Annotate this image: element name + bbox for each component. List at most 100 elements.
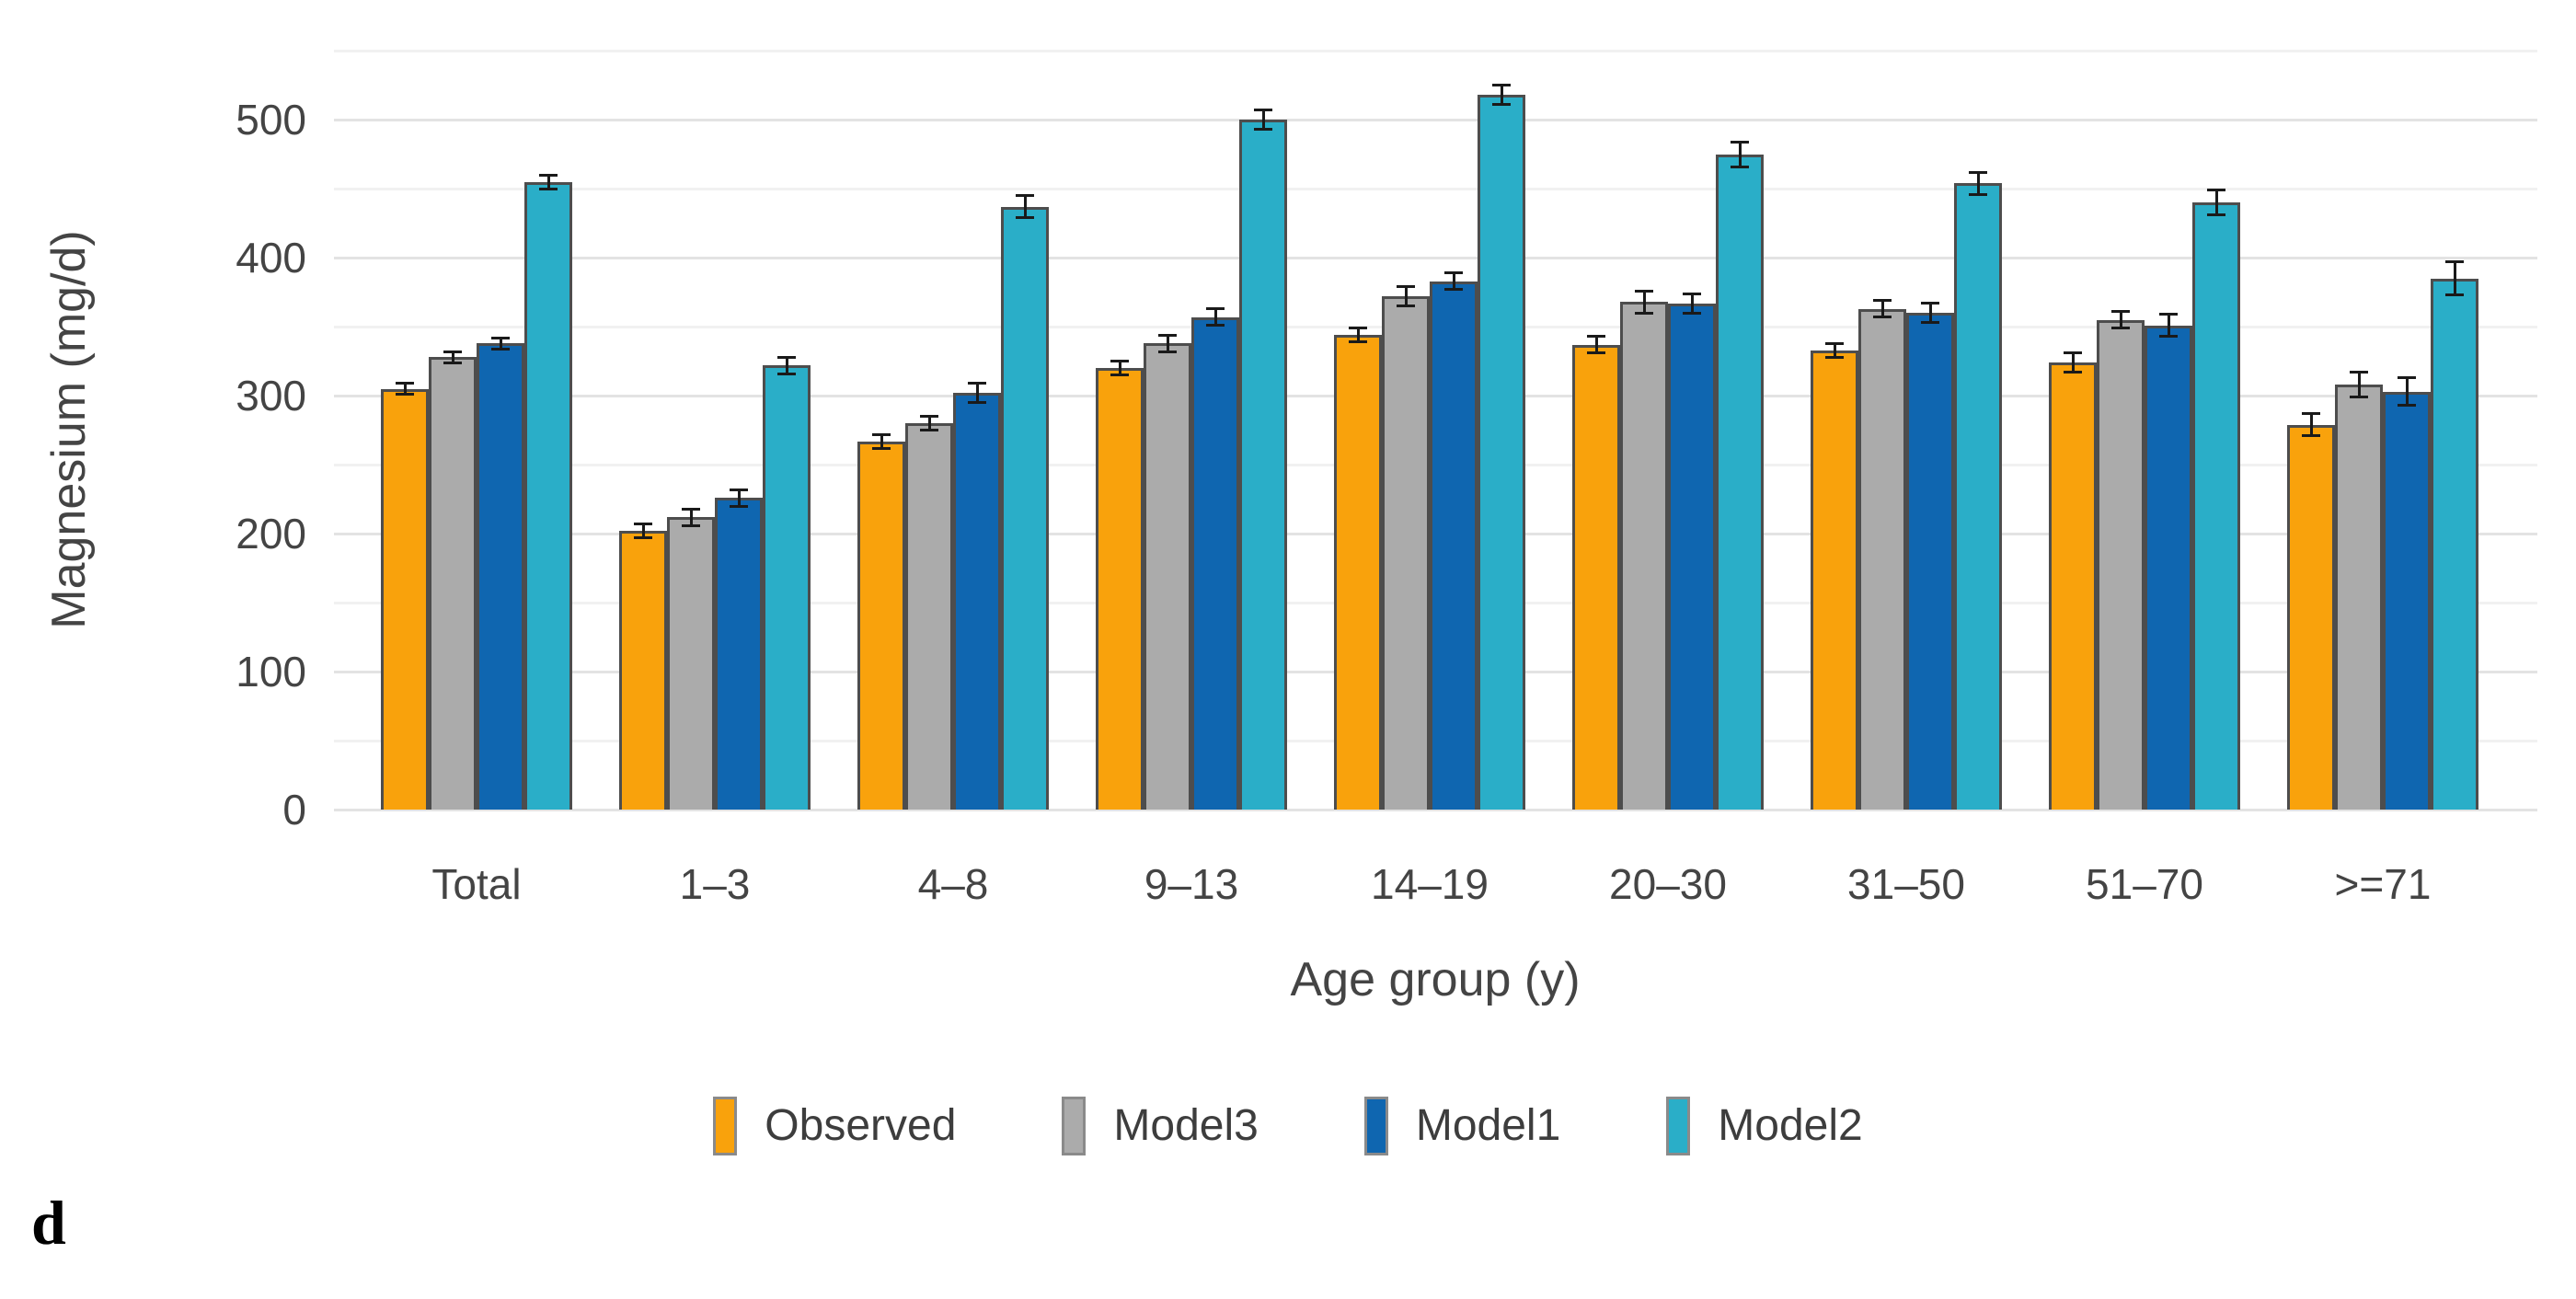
y-tick-label: 0 xyxy=(282,786,306,833)
error-bar-cap xyxy=(682,507,700,511)
bar-model2-9 xyxy=(2431,278,2478,810)
panel-label: d xyxy=(31,1188,66,1258)
error-bar xyxy=(451,351,454,362)
error-bar-cap xyxy=(1254,109,1272,111)
error-bar-cap xyxy=(491,347,510,351)
bar-observed-8 xyxy=(2049,362,2097,810)
gridline-y-450 xyxy=(334,188,2537,190)
error-bar-cap xyxy=(1969,170,1987,174)
error-bar-cap xyxy=(2398,376,2416,379)
error-bar-cap xyxy=(1921,321,1939,324)
error-bar-cap xyxy=(634,536,652,539)
error-bar-cap xyxy=(1254,128,1272,131)
bar-model3-1 xyxy=(429,357,477,810)
error-bar xyxy=(1976,172,1980,194)
error-bar-cap xyxy=(2064,351,2082,354)
error-bar-cap xyxy=(1731,165,1749,168)
bar-model3-9 xyxy=(2335,385,2383,810)
error-bar-cap xyxy=(443,350,462,353)
error-bar-cap xyxy=(2302,412,2320,415)
x-tick-label: >=71 xyxy=(2334,860,2432,908)
error-bar-cap xyxy=(2207,213,2225,216)
error-bar-cap xyxy=(730,504,748,508)
error-bar-cap xyxy=(872,446,891,450)
error-bar xyxy=(927,416,931,431)
error-bar-cap xyxy=(2159,335,2178,338)
legend-swatch-icon xyxy=(1062,1097,1087,1155)
error-bar xyxy=(737,489,741,506)
error-bar-cap xyxy=(2445,293,2464,296)
error-bar-cap xyxy=(2111,327,2130,329)
gridline-y-550 xyxy=(334,50,2537,52)
error-bar xyxy=(785,357,788,374)
error-bar xyxy=(1118,361,1121,375)
bar-model1-3 xyxy=(953,393,1001,810)
error-bar xyxy=(1356,328,1360,342)
bar-model2-3 xyxy=(1001,206,1049,810)
bar-model1-5 xyxy=(1430,281,1478,810)
legend-label: Model2 xyxy=(1718,1101,1863,1150)
error-bar xyxy=(2309,413,2313,436)
bar-model2-5 xyxy=(1478,95,1525,810)
x-axis-title: Age group (y) xyxy=(1290,953,1581,1006)
error-bar xyxy=(1642,291,1646,313)
error-bar-cap xyxy=(1444,271,1463,274)
y-tick-label: 500 xyxy=(236,96,306,144)
error-bar xyxy=(1594,336,1598,353)
bar-observed-1 xyxy=(381,388,429,810)
error-bar-cap xyxy=(1349,327,1367,329)
error-bar-cap xyxy=(1206,324,1225,327)
error-bar-cap xyxy=(1492,103,1511,106)
error-bar-cap xyxy=(1587,351,1605,354)
bar-model2-4 xyxy=(1239,120,1287,810)
bar-model1-2 xyxy=(715,498,763,810)
gridline-y-500 xyxy=(334,119,2537,121)
legend-item-model1: Model1 xyxy=(1363,1097,1561,1155)
bar-model3-4 xyxy=(1144,343,1191,810)
error-bar-cap xyxy=(2064,371,2082,374)
bar-observed-7 xyxy=(1811,350,1858,810)
bar-model2-7 xyxy=(1954,183,2002,810)
y-axis-title: Magnesium (mg/d) xyxy=(42,230,96,629)
error-bar xyxy=(1404,286,1408,306)
y-tick-label: 400 xyxy=(236,234,306,282)
error-bar xyxy=(975,383,979,403)
x-tick-label: 20–30 xyxy=(1609,860,1727,908)
error-bar-cap xyxy=(1587,335,1605,338)
error-bar-cap xyxy=(920,429,938,431)
x-tick-label: 9–13 xyxy=(1144,860,1239,908)
error-bar-cap xyxy=(2350,371,2368,374)
error-bar-cap xyxy=(1873,316,1892,318)
error-bar-cap xyxy=(1969,192,1987,196)
error-bar xyxy=(1928,303,1932,323)
error-bar-cap xyxy=(443,361,462,364)
legend: Observed Model3 Model1 Model2 xyxy=(0,1097,2576,1155)
bar-model2-2 xyxy=(763,365,811,810)
error-bar-cap xyxy=(2445,260,2464,263)
error-bar-cap xyxy=(1158,333,1177,337)
bar-model3-5 xyxy=(1382,296,1430,810)
x-tick-label: 4–8 xyxy=(917,860,989,908)
bar-model2-6 xyxy=(1716,154,1764,810)
error-bar xyxy=(2405,377,2409,406)
error-bar xyxy=(689,509,693,525)
y-tick-label: 100 xyxy=(236,648,306,695)
error-bar xyxy=(1023,195,1027,218)
bar-model3-6 xyxy=(1620,302,1668,810)
error-bar xyxy=(1261,109,1265,130)
legend-label: Model1 xyxy=(1415,1101,1561,1150)
error-bar-cap xyxy=(1492,84,1511,86)
error-bar-cap xyxy=(539,173,558,177)
error-bar-cap xyxy=(1635,311,1653,315)
error-bar xyxy=(499,338,502,349)
bar-observed-3 xyxy=(857,441,905,810)
error-bar xyxy=(2357,372,2361,397)
error-bar-cap xyxy=(2111,310,2130,313)
bar-model2-8 xyxy=(2192,202,2240,810)
legend-item-observed: Observed xyxy=(713,1097,956,1155)
error-bar xyxy=(1690,293,1694,313)
x-tick-label: 51–70 xyxy=(2086,860,2203,908)
bar-observed-5 xyxy=(1334,335,1382,810)
error-bar-cap xyxy=(1635,289,1653,293)
